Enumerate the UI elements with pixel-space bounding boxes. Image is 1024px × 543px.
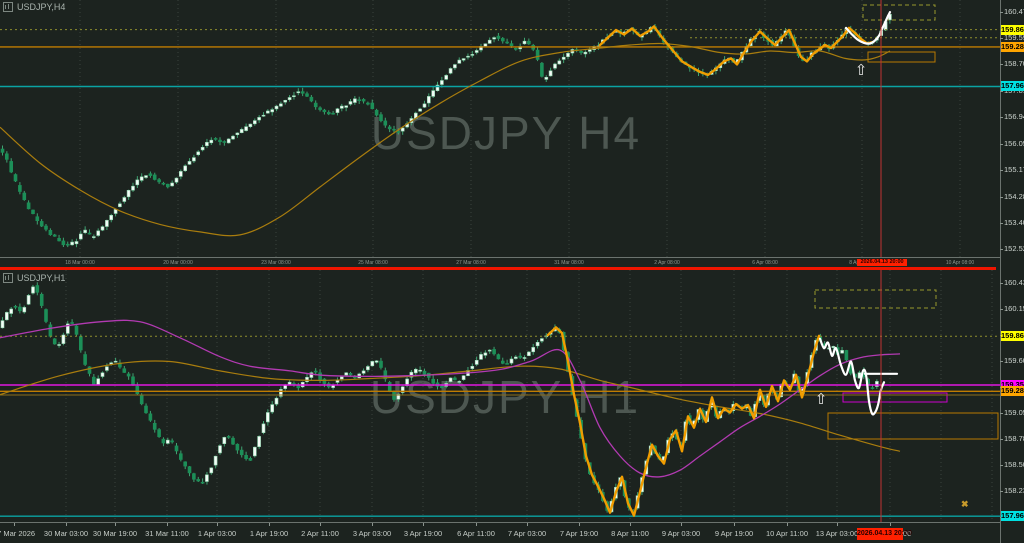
rectangle-object bbox=[862, 4, 936, 21]
rectangle-object bbox=[867, 51, 936, 63]
h1-plot-bottom-border bbox=[0, 522, 1000, 523]
ma-slow-line bbox=[0, 360, 901, 452]
zigzag-line bbox=[598, 25, 875, 77]
chart-symbol-label: USDJPY,H1 bbox=[17, 273, 66, 283]
price-axis-border bbox=[1000, 0, 1001, 543]
rectangle-object bbox=[842, 392, 948, 403]
zigzag-line bbox=[546, 326, 821, 517]
chart-icon bbox=[3, 273, 13, 283]
chart-header-h1: USDJPY,H1 bbox=[3, 273, 65, 283]
chart-icon bbox=[3, 2, 13, 12]
window-splitter[interactable] bbox=[0, 267, 996, 270]
h4-plot-bottom-border bbox=[0, 257, 1000, 258]
rectangle-object bbox=[814, 289, 937, 309]
chart-symbol-label: USDJPY,H4 bbox=[17, 2, 66, 12]
h1-candles bbox=[0, 282, 879, 514]
chart-header-h4: USDJPY,H4 bbox=[3, 2, 65, 12]
h1-plot-layer bbox=[0, 270, 1000, 522]
h4-plot-layer bbox=[0, 0, 1000, 257]
rectangle-object bbox=[827, 412, 999, 440]
ma-slow-line bbox=[0, 42, 891, 237]
drawn-white-line bbox=[844, 11, 892, 45]
drawn-white-line bbox=[818, 337, 886, 416]
